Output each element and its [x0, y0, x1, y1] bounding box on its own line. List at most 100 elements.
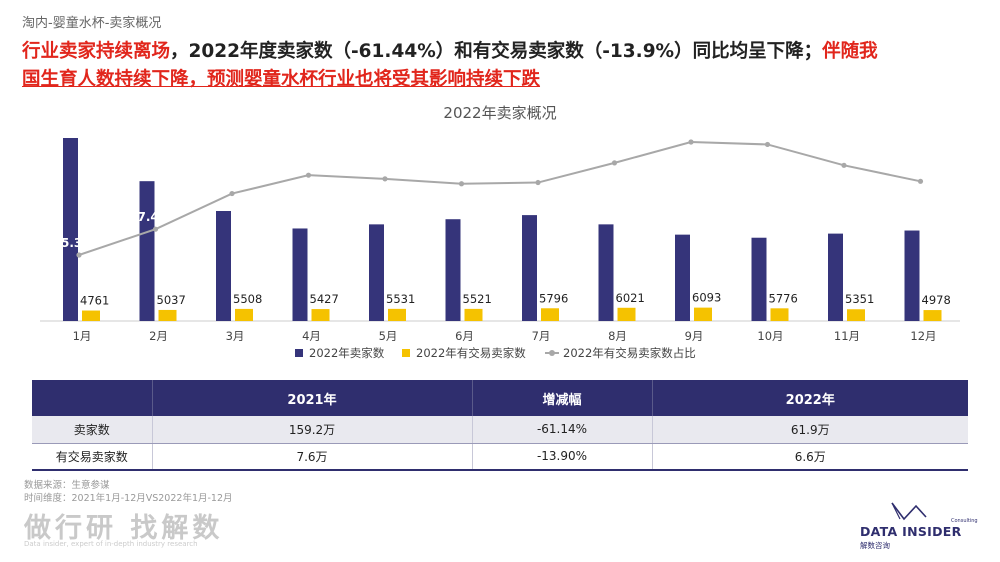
seller-count-bar: [598, 224, 614, 321]
ratio-point: [305, 172, 312, 178]
x-tick-label: 6月: [455, 329, 474, 343]
table-cell: 61.9万: [652, 416, 968, 444]
x-tick-label: 5月: [379, 329, 398, 343]
x-tick-label: 10月: [757, 329, 783, 343]
headline-red-1: 行业卖家持续离场: [22, 41, 171, 62]
table-header-row: 2021年 增减幅 2022年: [32, 380, 968, 416]
combo-chart: 4761 1月 5037 2月 5508 3月 5427 4月 5531 5月 5521 6月 5796…: [40, 138, 960, 360]
trading-seller-value-label: 5776: [769, 291, 798, 305]
x-tick-label: 11月: [834, 329, 860, 343]
table-header-cell: [32, 380, 153, 416]
legend-label: 2022年有交易卖家数: [416, 346, 526, 360]
trading-seller-bar: [541, 308, 559, 321]
trading-seller-bar: [311, 309, 330, 321]
trading-seller-value-label: 4761: [80, 294, 109, 308]
ratio-point: [841, 162, 847, 168]
legend-swatch: [402, 349, 410, 357]
trading-seller-bar: [388, 308, 406, 321]
table-row: 卖家数 159.2万 -61.14% 61.9万: [32, 416, 968, 444]
trading-seller-bar: [158, 309, 177, 321]
watermark-slogan: 做行研 找解数: [24, 513, 224, 544]
trading-seller-bar: [464, 308, 483, 321]
seller-count-bar: [828, 233, 843, 321]
ratio-point: [76, 252, 82, 258]
ratio-point: [611, 160, 618, 166]
trading-seller-value-label: 5796: [539, 291, 568, 305]
table-cell: 7.6万: [152, 443, 473, 471]
x-tick-label: 4月: [302, 329, 321, 343]
ratio-line: [78, 140, 921, 256]
seller-count-bar: [139, 181, 155, 321]
ratio-point: [382, 176, 388, 182]
watermark-subtext: Data insider, expert of in-depth industr…: [24, 540, 198, 548]
logo-tagline: Consulting: [951, 518, 978, 524]
x-tick-label: 2月: [149, 329, 168, 343]
trading-seller-value-label: 5037: [157, 293, 186, 307]
trading-seller-bar: [694, 307, 712, 321]
trading-seller-bar: [923, 310, 942, 321]
logo-text: DATA INSIDER: [860, 524, 962, 539]
table-header-cell: 2021年: [152, 380, 473, 416]
ratio-value-label: 5.3: [61, 236, 82, 250]
table-header-cell: 增减幅: [472, 380, 653, 416]
trading-seller-value-label: 5521: [463, 292, 492, 306]
trading-seller-bar: [617, 307, 636, 321]
headline-red-2: 伴随我: [822, 41, 878, 62]
breadcrumb: 淘内-婴童水杯-卖家概况: [22, 16, 162, 31]
seller-count-bar: [63, 138, 78, 321]
table-cell: -61.14%: [472, 416, 653, 444]
trading-seller-value-label: 4978: [922, 293, 951, 307]
trading-seller-bar: [82, 310, 100, 321]
x-tick-label: 1月: [73, 329, 92, 343]
table-row: 有交易卖家数 7.6万 -13.90% 6.6万: [32, 443, 968, 471]
legend-swatch: [549, 350, 555, 356]
x-tick-label: 3月: [226, 329, 245, 343]
ratio-point: [688, 139, 694, 145]
trading-seller-value-label: 5508: [233, 292, 262, 306]
x-tick-label: 9月: [685, 329, 704, 343]
x-tick-label: 8月: [608, 329, 627, 343]
ratio-value-label: 7.4: [138, 210, 159, 224]
time-note: 时间维度：2021年1月-12月VS2022年1月-12月: [24, 493, 233, 504]
trading-seller-bar: [235, 308, 253, 321]
trading-seller-value-label: 6093: [692, 291, 721, 305]
ratio-point: [764, 141, 771, 148]
ratio-point: [458, 181, 465, 187]
x-tick-label: 7月: [532, 329, 551, 343]
ratio-point: [229, 190, 235, 197]
seller-count-bar: [292, 228, 308, 321]
trading-seller-bar: [770, 308, 789, 321]
ratio-point: [917, 178, 924, 184]
seller-count-bar: [216, 210, 231, 321]
table-header-cell: 2022年: [652, 380, 968, 416]
x-tick-label: 12月: [910, 329, 936, 343]
legend-swatch: [295, 349, 303, 357]
seller-count-bar: [675, 234, 690, 321]
trading-seller-value-label: 5351: [845, 292, 874, 306]
legend-label: 2022年有交易卖家数占比: [563, 346, 696, 360]
trading-seller-value-label: 5531: [386, 292, 415, 306]
ratio-point: [535, 179, 541, 186]
table-cell: 卖家数: [32, 416, 153, 444]
table-cell: 6.6万: [652, 443, 968, 471]
seller-count-bar: [445, 219, 461, 321]
seller-count-bar: [904, 230, 920, 321]
trading-seller-value-label: 5427: [310, 292, 339, 306]
seller-count-bar: [751, 237, 767, 321]
seller-count-bar: [369, 224, 384, 321]
legend-label: 2022年卖家数: [309, 346, 385, 360]
logo-subtext: 解数咨询: [860, 541, 890, 550]
chart-title: 2022年卖家概况: [443, 104, 557, 122]
headline-black-1: ，2022年度卖家数（-61.44%）和有交易卖家数（-13.9%）同比均呈下降…: [170, 41, 823, 62]
trading-seller-bar: [847, 309, 865, 321]
table-cell: 有交易卖家数: [32, 443, 153, 471]
data-insider-logo-icon: [891, 502, 927, 521]
trading-seller-value-label: 6021: [616, 291, 645, 305]
ratio-point: [152, 226, 159, 232]
summary-table: 2021年 增减幅 2022年 卖家数 159.2万 -61.14% 61.9万…: [32, 380, 968, 471]
headline: 行业卖家持续离场，2022年度卖家数（-61.44%）和有交易卖家数（-13.9…: [22, 38, 982, 94]
headline-red-3: 国生育人数持续下降，预测婴童水杯行业也将受其影响持续下跌: [22, 69, 541, 90]
table-cell: -13.90%: [472, 443, 653, 471]
table-cell: 159.2万: [152, 416, 473, 444]
seller-count-bar: [522, 215, 537, 321]
